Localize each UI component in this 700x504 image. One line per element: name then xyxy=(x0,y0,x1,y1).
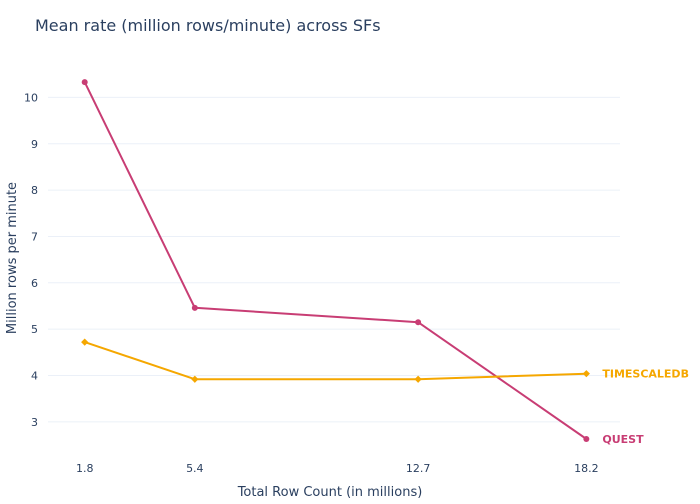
series-line-quest xyxy=(83,81,587,440)
data-point xyxy=(191,304,198,311)
y-tick-label: 10 xyxy=(24,91,38,104)
data-point xyxy=(582,370,590,378)
y-tick-label: 9 xyxy=(31,138,38,151)
series-line-timescaledb xyxy=(84,341,587,381)
y-axis-title: Million rows per minute xyxy=(5,182,20,334)
data-point xyxy=(415,319,422,326)
y-tick-label: 6 xyxy=(31,277,38,290)
grid xyxy=(48,96,620,423)
x-tick-label: 1.8 xyxy=(76,462,94,475)
series: QUEST TIMESCALEDB xyxy=(81,79,689,446)
x-axis-title: Total Row Count (in millions) xyxy=(237,485,423,500)
y-tick-label: 7 xyxy=(31,230,38,243)
series-quest: QUEST xyxy=(81,79,644,446)
data-point xyxy=(81,79,88,86)
series-timescaledb: TIMESCALEDB xyxy=(81,338,689,383)
y-tick-label: 8 xyxy=(31,184,38,197)
data-point xyxy=(191,375,199,383)
x-axis-ticks: 1.8 5.4 12.7 18.2 xyxy=(76,462,599,475)
y-axis-ticks: 3 4 5 6 7 8 9 10 xyxy=(24,91,38,428)
series-label-quest: QUEST xyxy=(602,433,644,446)
data-point xyxy=(414,375,422,383)
data-point xyxy=(81,338,89,346)
y-tick-label: 5 xyxy=(31,323,38,336)
chart-title: Mean rate (million rows/minute) across S… xyxy=(35,16,381,35)
y-tick-label: 4 xyxy=(31,370,38,383)
x-tick-label: 18.2 xyxy=(574,462,599,475)
x-tick-label: 5.4 xyxy=(186,462,204,475)
data-point xyxy=(583,436,590,443)
y-tick-label: 3 xyxy=(31,416,38,429)
series-label-timescaledb: TIMESCALEDB xyxy=(602,368,689,381)
x-tick-label: 12.7 xyxy=(406,462,431,475)
